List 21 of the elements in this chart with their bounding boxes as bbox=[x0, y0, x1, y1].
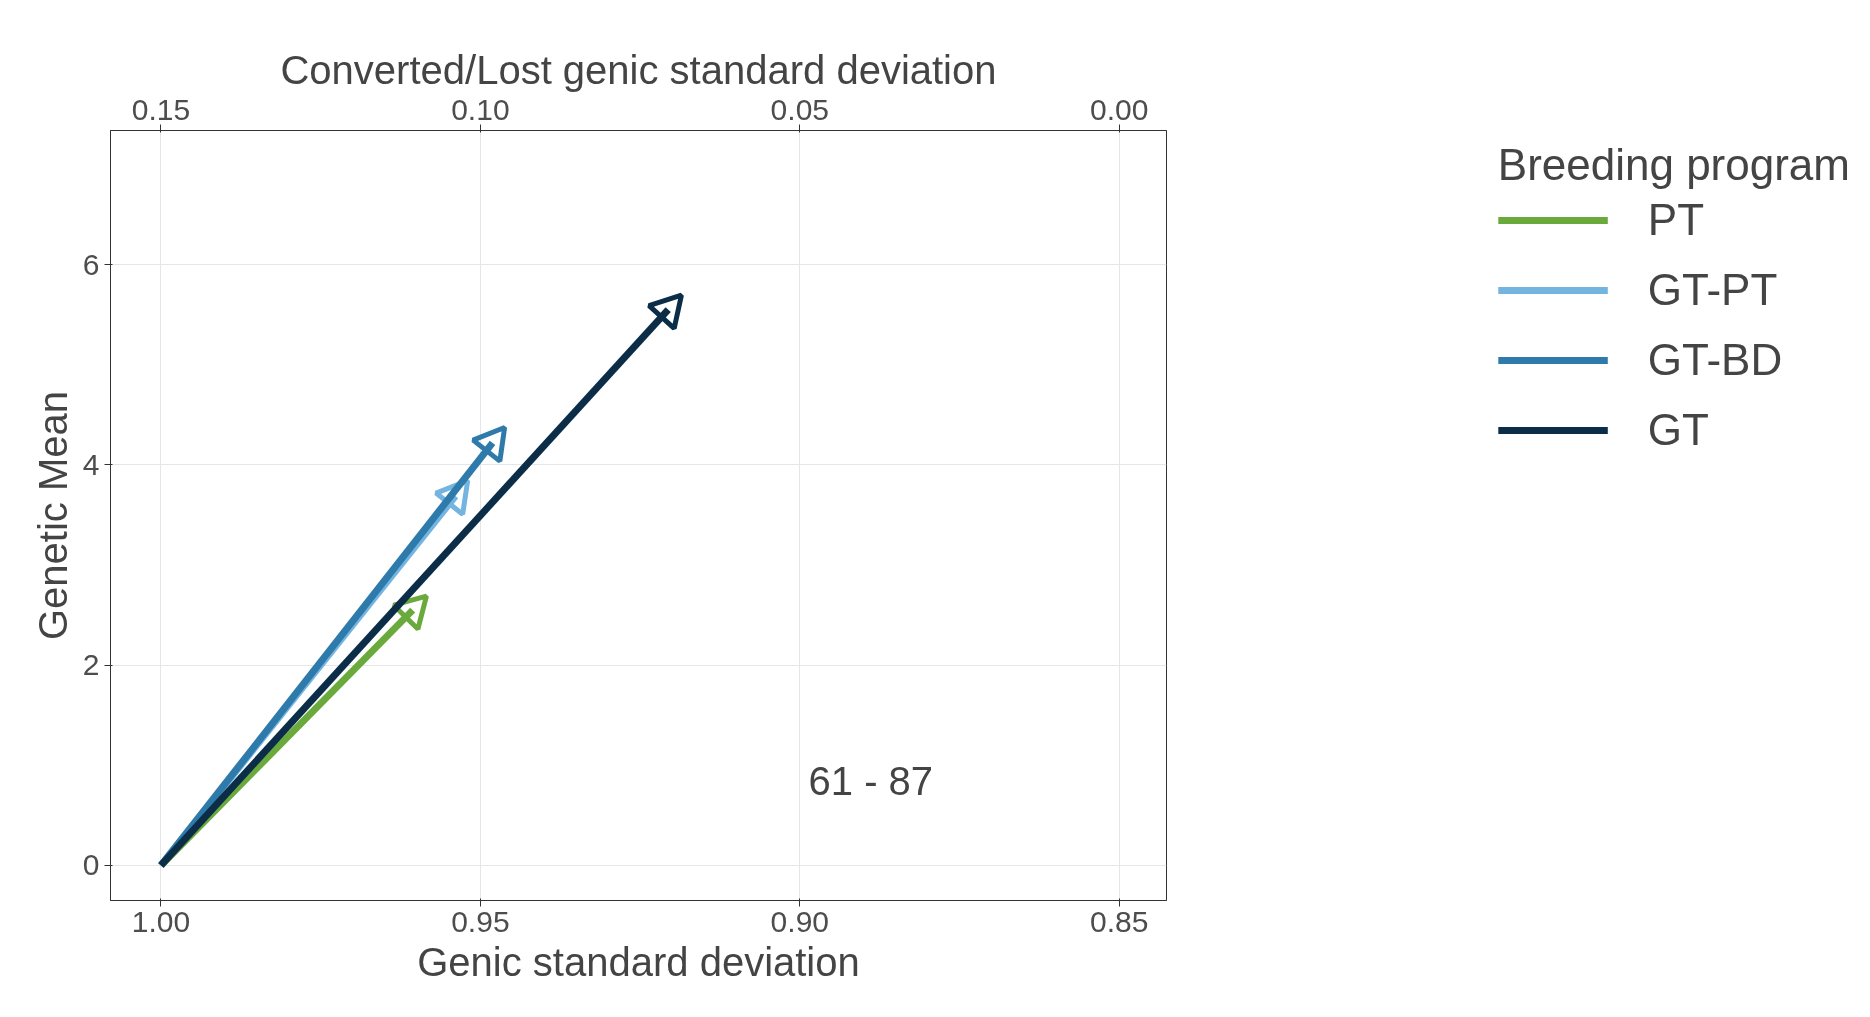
x-tick-label: 1.00 bbox=[131, 904, 191, 938]
legend-title: Breeding program bbox=[1497, 140, 1850, 190]
y-tick-label: 4 bbox=[82, 447, 100, 481]
x2-tick-label: 0.00 bbox=[1090, 92, 1149, 126]
x2-axis-title: Converted/Lost genic standard deviation bbox=[280, 47, 997, 92]
legend-label: GT bbox=[1647, 405, 1709, 455]
y-tick-label: 0 bbox=[82, 848, 100, 882]
x-tick-label: 0.95 bbox=[451, 904, 510, 938]
annotation: 61 - 87 bbox=[808, 759, 934, 804]
legend-label: GT-PT bbox=[1647, 265, 1778, 315]
y-axis-title: Genetic Mean bbox=[30, 390, 75, 641]
x2-tick-label: 0.10 bbox=[451, 92, 510, 126]
legend-label: PT bbox=[1647, 195, 1705, 245]
y-tick-label: 6 bbox=[82, 247, 100, 281]
x2-tick-label: 0.05 bbox=[770, 92, 829, 126]
legend-label: GT-BD bbox=[1647, 335, 1783, 385]
y-tick-label: 2 bbox=[82, 648, 100, 682]
x2-tick-label: 0.15 bbox=[131, 92, 191, 126]
x-tick-label: 0.90 bbox=[770, 904, 829, 938]
x-axis-title: Genic standard deviation bbox=[417, 939, 860, 984]
x-tick-label: 0.85 bbox=[1090, 904, 1149, 938]
